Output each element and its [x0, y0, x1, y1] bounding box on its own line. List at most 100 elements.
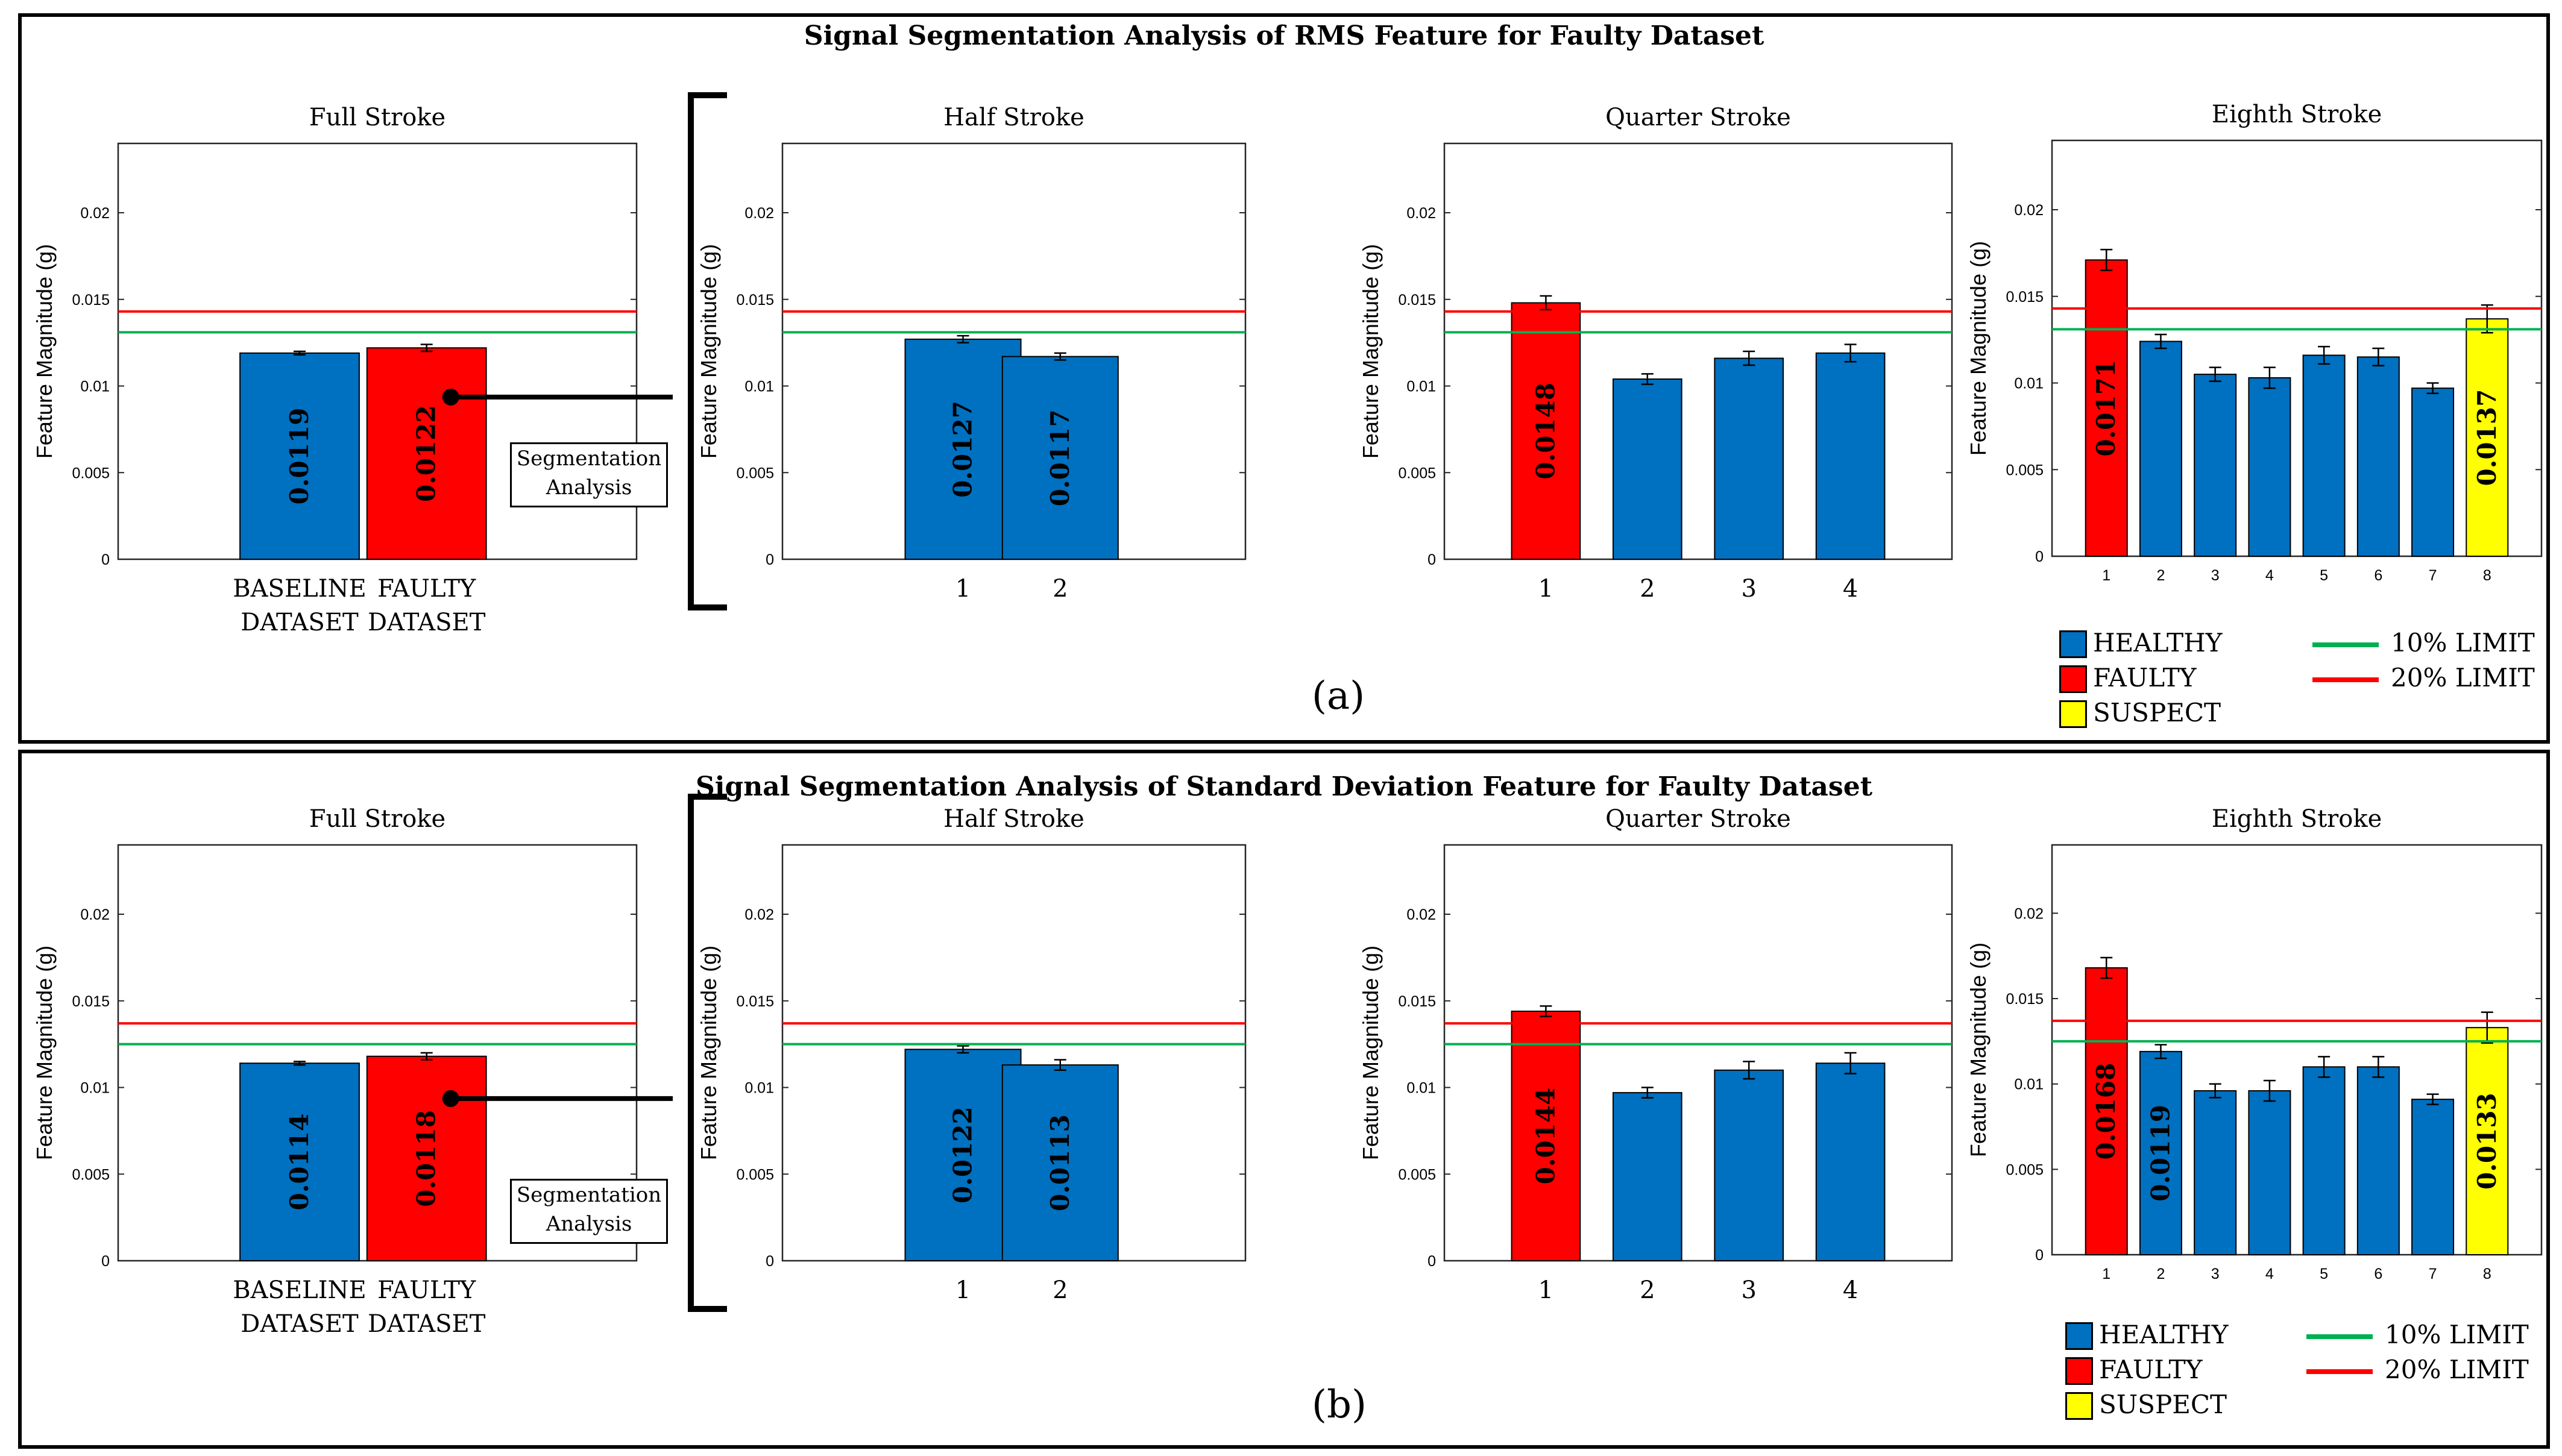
- legend-limit20-label: 20% LIMIT: [2385, 1355, 2529, 1384]
- bar-healthy: [1001, 356, 1119, 560]
- y-tick-label: 0.005: [72, 1166, 110, 1183]
- bar-healthy: [1815, 1062, 1886, 1261]
- y-axis-label: Feature Magnitude (g): [696, 244, 721, 459]
- legend-limit10-line: [2312, 642, 2379, 647]
- bar-healthy: [239, 1062, 360, 1261]
- y-tick-label: 0: [101, 1253, 110, 1270]
- y-tick-label: 0.015: [1398, 292, 1436, 309]
- bar-healthy: [2248, 377, 2291, 557]
- x-tick-label: 4: [2265, 567, 2274, 584]
- y-tick-label: 0.015: [1398, 993, 1436, 1010]
- x-tick-label: 4: [2265, 1266, 2274, 1282]
- y-tick-label: 0: [2035, 548, 2044, 565]
- segmentation-bracket: [688, 794, 727, 1312]
- x-tick-label: DATASET: [241, 1310, 359, 1338]
- y-axis-label: Feature Magnitude (g): [32, 244, 57, 459]
- bar-value-label: 0.0133: [2472, 1093, 2502, 1190]
- y-tick-label: 0.005: [72, 465, 110, 482]
- y-tick-label: 0.01: [1406, 1080, 1436, 1097]
- subplot-title: Half Stroke: [943, 104, 1084, 131]
- bar-healthy: [2194, 1090, 2237, 1255]
- subplot-1: Full Stroke 0 0.005 0.01 0.015 0.02 Feature Ma…: [32, 805, 638, 1338]
- y-tick-label: 0.015: [736, 292, 774, 309]
- legend: HEALTHY FAULTY SUSPECT 10% LIMIT 20% LIM…: [2065, 1320, 2548, 1437]
- y-tick-label: 0.01: [744, 1080, 774, 1097]
- x-tick-label: 4: [1843, 575, 1858, 603]
- y-axis-label: Feature Magnitude (g): [1358, 244, 1383, 459]
- y-tick-label: 0.01: [744, 378, 774, 395]
- x-tick-label: 3: [2211, 567, 2220, 584]
- x-tick-label: 7: [2429, 1266, 2437, 1282]
- subplot-3: Quarter Stroke 0 0.005 0.01 0.015 0.02 Feature…: [1358, 104, 1953, 603]
- bar-healthy: [1612, 378, 1682, 560]
- bar-value-label: 0.0117: [1045, 409, 1075, 506]
- legend-healthy-swatch: [2059, 630, 2087, 658]
- bar-healthy: [2302, 354, 2346, 557]
- connector-dot: [442, 1090, 459, 1107]
- bar-healthy: [2139, 340, 2182, 557]
- x-tick-label: 7: [2429, 567, 2437, 584]
- x-tick-label: 6: [2374, 567, 2382, 584]
- bar-value-label: 0.0144: [1531, 1088, 1560, 1185]
- x-tick-label: 2: [1640, 1276, 1655, 1304]
- y-tick-label: 0.02: [744, 906, 774, 923]
- x-tick-label: 1: [955, 1276, 971, 1304]
- subplot-title: Half Stroke: [943, 805, 1084, 833]
- y-tick-label: 0.01: [2014, 375, 2044, 392]
- segmentation-bracket: [688, 92, 727, 610]
- panel-label: (b): [1312, 1382, 1367, 1427]
- x-tick-label: FAULTY: [377, 1276, 476, 1304]
- x-tick-label: 1: [2102, 1266, 2110, 1282]
- y-tick-label: 0.005: [736, 465, 774, 482]
- bar-faulty: [1511, 302, 1581, 560]
- x-tick-label: 4: [1843, 1276, 1858, 1304]
- x-tick-label: BASELINE: [233, 575, 366, 603]
- x-tick-label: DATASET: [368, 1310, 486, 1338]
- bar-value-label: 0.0113: [1045, 1114, 1075, 1211]
- x-tick-label: 2: [1640, 575, 1655, 603]
- segmentation-line2: Analysis: [546, 1212, 632, 1236]
- bar-value-label: 0.0118: [412, 1110, 441, 1207]
- legend-healthy-swatch: [2065, 1322, 2093, 1350]
- bar-faulty: [366, 1055, 487, 1261]
- x-tick-label: 8: [2483, 1266, 2491, 1282]
- subplot-3: Quarter Stroke 0 0.005 0.01 0.015 0.02 Feature…: [1358, 805, 1953, 1304]
- y-tick-label: 0.005: [2006, 462, 2044, 479]
- x-tick-label: 6: [2374, 1266, 2382, 1282]
- bar-value-label: 0.0137: [2472, 389, 2502, 486]
- y-tick-label: 0: [2035, 1247, 2044, 1264]
- legend-limit20-line: [2306, 1369, 2373, 1374]
- x-tick-label: DATASET: [241, 609, 359, 636]
- subplot-title: Quarter Stroke: [1605, 805, 1791, 833]
- subplot-title: Eighth Stroke: [2212, 101, 2382, 128]
- y-tick-label: 0.015: [2006, 991, 2044, 1008]
- bar-value-label: 0.0168: [2091, 1063, 2121, 1160]
- y-tick-label: 0.01: [80, 1080, 110, 1097]
- bar-healthy: [2411, 388, 2455, 557]
- bar-faulty: [366, 347, 487, 560]
- x-tick-label: FAULTY: [377, 575, 476, 603]
- panel-a: Signal Segmentation Analysis of RMS Feat…: [18, 13, 2550, 744]
- legend-healthy-label: HEALTHY: [2099, 1320, 2229, 1349]
- legend-faulty-swatch: [2065, 1357, 2093, 1385]
- segmentation-analysis-label: Segmentation Analysis: [510, 442, 668, 507]
- bar-healthy: [1815, 352, 1886, 560]
- segmentation-line1: Segmentation: [516, 447, 662, 471]
- bar-faulty: [2085, 967, 2128, 1255]
- x-tick-label: 8: [2483, 567, 2491, 584]
- y-tick-label: 0: [101, 551, 110, 568]
- x-tick-label: 2: [2156, 567, 2165, 584]
- x-tick-label: 1: [1538, 1276, 1553, 1304]
- x-tick-label: 1: [1538, 575, 1553, 603]
- subplot-2: Half Stroke 0 0.005 0.01 0.015 0.02 Feature Ma…: [696, 104, 1247, 603]
- subplot-1: Full Stroke 0 0.005 0.01 0.015 0.02 Feature Ma…: [32, 104, 638, 636]
- bar-healthy: [2248, 1090, 2291, 1255]
- x-tick-label: 2: [1053, 1276, 1068, 1304]
- y-tick-label: 0.01: [80, 378, 110, 395]
- x-tick-label: 2: [1053, 575, 1068, 603]
- legend-suspect-label: SUSPECT: [2099, 1390, 2227, 1419]
- legend-limit10-label: 10% LIMIT: [2385, 1320, 2529, 1349]
- bar-value-label: 0.0114: [285, 1114, 314, 1211]
- x-tick-label: DATASET: [368, 609, 486, 636]
